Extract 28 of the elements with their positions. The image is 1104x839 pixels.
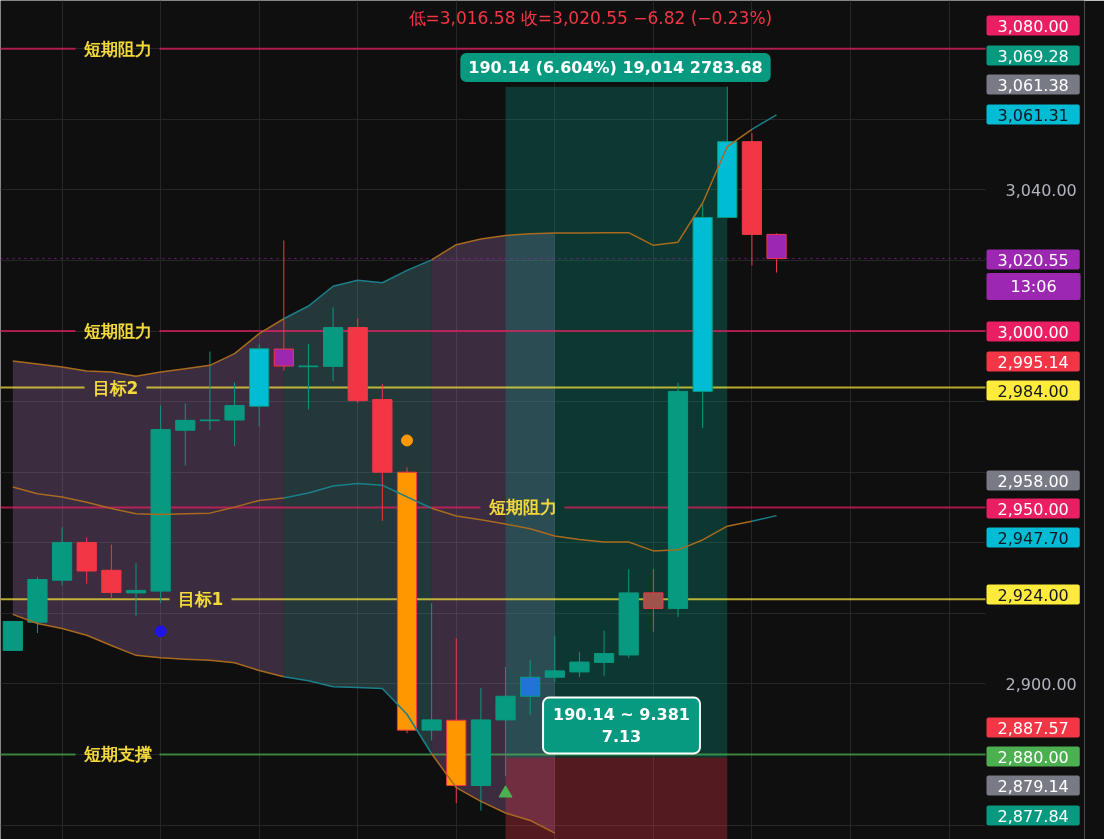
y-tick-label: 3,040.00: [1005, 180, 1077, 200]
ref-line-label: 目标2: [92, 377, 139, 398]
annotation: 190.14 (6.604%) 19,014 2783.68: [468, 58, 763, 77]
annotation: 3,000.00: [997, 322, 1069, 342]
annotation: 3,061.38: [997, 75, 1069, 95]
y-tick-label: 2,900.00: [1005, 674, 1077, 694]
ref-line-label: 短期阻力: [487, 497, 557, 518]
annotation: 2,880.00: [997, 747, 1069, 767]
annotation: 3,080.00: [997, 16, 1069, 36]
annotation: 2,947.70: [997, 528, 1069, 548]
annotation: 2,958.00: [997, 471, 1069, 491]
annotation: 13:06: [1010, 277, 1057, 296]
ref-line-label: 短期阻力: [82, 321, 152, 342]
annotation: 2,879.14: [997, 776, 1069, 796]
annotation: 3,020.55: [997, 250, 1069, 270]
annotation: 190.14 ~ 9.381 7.13: [553, 704, 690, 747]
annotation: 2,995.14: [997, 352, 1069, 372]
annotation: 2,877.84: [997, 806, 1069, 826]
ref-line-label: 短期支撑: [82, 744, 152, 765]
ref-line-label: 短期阻力: [82, 38, 152, 59]
annotation: 2,950.00: [997, 499, 1069, 519]
ref-line-label: 目标1: [177, 589, 224, 610]
annotation: 2,984.00: [997, 381, 1069, 401]
annotation: 3,069.28: [997, 46, 1069, 66]
annotation: 低=3,016.58 收=3,020.55 −6.82 (−0.23%): [408, 7, 773, 28]
annotation: 2,924.00: [997, 585, 1069, 605]
annotation: 3,061.31: [997, 105, 1069, 125]
annotation: 2,887.57: [997, 718, 1069, 738]
